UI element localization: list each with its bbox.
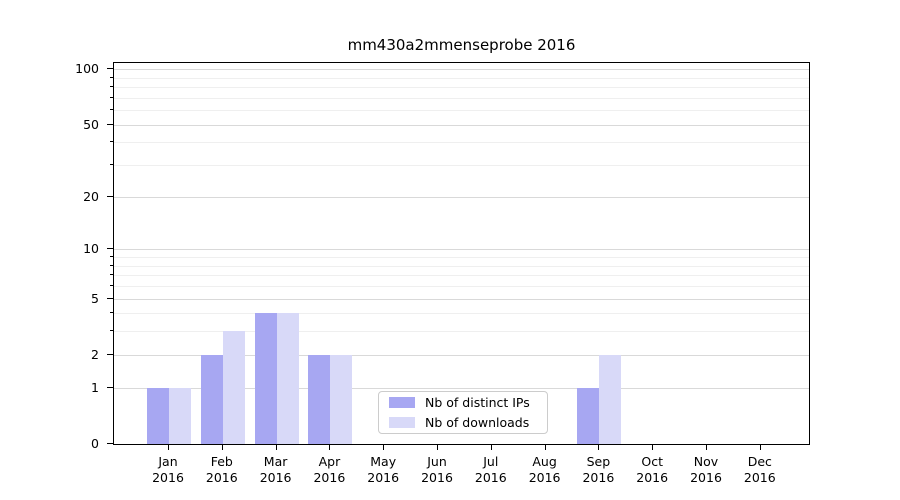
y-tick-mark [107,297,113,299]
minor-gridline [114,165,809,167]
bar [577,387,600,444]
minor-gridline [114,331,809,333]
chart-title: mm430a2mmenseprobe 2016 [347,36,576,54]
minor-gridline [114,110,809,112]
y-tick-mark [107,195,113,197]
legend-item-distinct-ips: Nb of distinct IPs [389,394,537,410]
major-gridline [114,298,809,300]
bar [276,313,299,444]
bar [169,387,191,444]
x-tick-label: Mar 2016 [259,454,292,485]
y-minor-tick-mark [110,141,113,143]
x-tick-label: Jan 2016 [152,454,184,485]
y-tick-label: 10 [83,241,99,257]
bar [147,387,169,444]
major-gridline [114,124,809,126]
x-tick-mark [221,444,223,450]
y-tick-mark [107,443,113,444]
major-gridline [114,69,809,71]
x-tick-mark [437,444,438,450]
x-tick-label: Oct 2016 [636,454,669,485]
minor-gridline [114,265,809,267]
x-tick-label: Aug 2016 [528,454,561,485]
legend-label-downloads: Nb of downloads [425,414,530,430]
plot-area: Nb of distinct IPs Nb of downloads [113,62,810,445]
x-tick-mark [544,444,546,450]
y-tick-label: 100 [75,61,99,77]
minor-gridline [114,87,809,89]
x-tick-mark [706,444,707,450]
x-tick-mark [329,444,331,450]
y-minor-tick-mark [110,264,113,266]
y-minor-tick-mark [110,96,113,98]
y-minor-tick-mark [110,76,113,78]
bar [222,331,245,444]
y-minor-tick-mark [110,256,113,257]
legend: Nb of distinct IPs Nb of downloads [378,391,548,434]
legend-swatch-distinct-ips [389,397,415,408]
x-tick-mark [490,444,492,450]
y-minor-tick-mark [110,274,113,276]
bar [254,313,277,444]
y-tick-mark [107,386,113,388]
bar [599,354,622,444]
major-gridline [114,387,809,389]
y-tick-label: 2 [91,346,99,362]
x-tick-mark [759,444,761,450]
y-minor-tick-mark [110,285,113,286]
y-tick-mark [107,353,113,355]
y-tick-label: 5 [91,290,99,306]
bar [330,354,353,444]
x-tick-label: Nov 2016 [690,454,722,485]
x-tick-label: May 2016 [367,454,400,485]
y-minor-tick-mark [110,86,113,88]
x-tick-mark [275,444,277,450]
legend-swatch-downloads [389,417,415,428]
minor-gridline [114,313,809,315]
y-tick-label: 20 [83,188,99,204]
major-gridline [114,249,809,251]
x-tick-mark [383,444,385,450]
x-tick-mark [168,444,169,450]
x-tick-label: Jul 2016 [474,454,507,485]
y-tick-label: 1 [91,379,99,395]
minor-gridline [114,286,809,287]
x-tick-label: Dec 2016 [743,454,776,485]
x-tick-label: Jun 2016 [421,454,453,485]
x-tick-label: Sep 2016 [582,454,615,485]
x-tick-mark [598,444,600,450]
y-minor-tick-mark [110,109,113,111]
y-minor-tick-mark [110,312,113,314]
minor-gridline [114,142,809,144]
minor-gridline [114,257,809,258]
bar [308,354,331,444]
x-tick-label: Feb 2016 [205,454,238,485]
minor-gridline [114,77,809,79]
major-gridline [114,354,809,356]
y-tick-mark [107,248,113,250]
minor-gridline [114,97,809,99]
y-minor-tick-mark [110,330,113,332]
bar [200,354,223,444]
legend-label-distinct-ips: Nb of distinct IPs [425,394,530,410]
y-minor-tick-mark [110,164,113,166]
y-tick-mark [107,68,113,70]
y-tick-label: 50 [83,116,99,132]
minor-gridline [114,275,809,277]
y-tick-mark [107,123,113,125]
x-tick-label: Apr 2016 [313,454,346,485]
x-tick-mark [652,444,654,450]
legend-item-downloads: Nb of downloads [389,414,537,430]
y-tick-label: 0 [91,436,99,451]
major-gridline [114,196,809,198]
